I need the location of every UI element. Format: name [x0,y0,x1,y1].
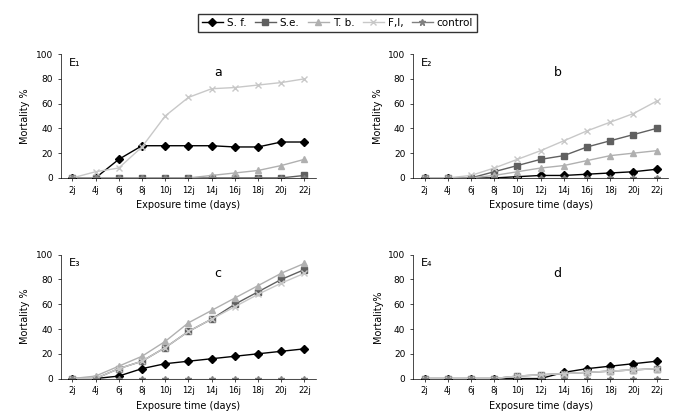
X-axis label: Exposure time (days): Exposure time (days) [136,401,240,411]
Text: E₄: E₄ [421,258,432,268]
X-axis label: Exposure time (days): Exposure time (days) [136,200,240,210]
Text: b: b [554,67,561,79]
Y-axis label: Mortality%: Mortality% [373,290,383,343]
Y-axis label: Mortality %: Mortality % [20,88,30,144]
X-axis label: Exposure time (days): Exposure time (days) [489,401,593,411]
Text: d: d [554,267,562,280]
Text: E₃: E₃ [68,258,80,268]
Text: c: c [214,267,221,280]
Y-axis label: Mortality %: Mortality % [373,88,383,144]
Text: E₂: E₂ [421,58,432,68]
Y-axis label: Mortality %: Mortality % [20,289,30,344]
Text: E₁: E₁ [68,58,80,68]
Text: a: a [214,67,221,79]
X-axis label: Exposure time (days): Exposure time (days) [489,200,593,210]
Legend: S. f., S.e., T. b., F,I,, control: S. f., S.e., T. b., F,I,, control [198,14,477,32]
